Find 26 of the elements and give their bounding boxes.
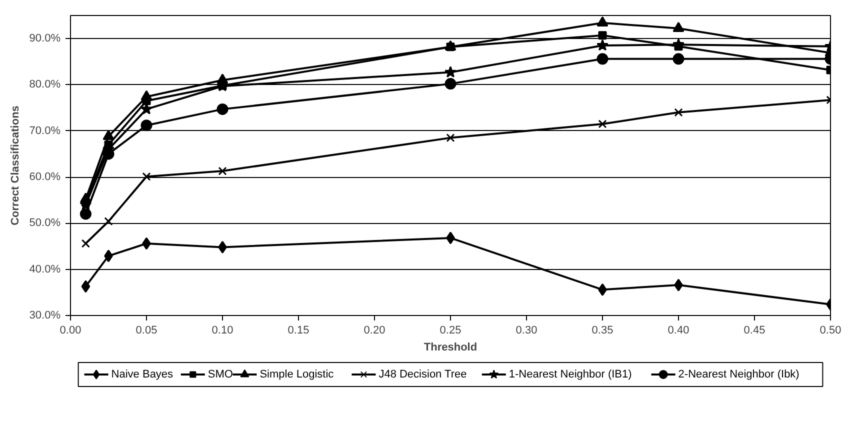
x-tick-label: 0.30 bbox=[516, 324, 538, 336]
x-tick-label: 0.35 bbox=[592, 324, 614, 336]
legend-label: Naive Bayes bbox=[111, 368, 174, 380]
x-tick-label: 0.00 bbox=[60, 324, 82, 336]
x-axis-title: Threshold bbox=[424, 342, 478, 354]
y-tick-label: 50.0% bbox=[29, 217, 61, 230]
y-tick-label: 40.0% bbox=[29, 263, 61, 276]
legend-label: 2-Nearest Neighbor (Ibk) bbox=[678, 368, 800, 380]
x-tick-label: 0.20 bbox=[364, 324, 386, 336]
x-tick-label: 0.05 bbox=[136, 324, 158, 336]
x-tick-label: 0.45 bbox=[744, 324, 766, 336]
legend-label: Simple Logistic bbox=[260, 368, 334, 380]
x-tick-label: 0.15 bbox=[288, 324, 310, 336]
x-tick-label: 0.40 bbox=[668, 324, 690, 336]
y-tick-label: 90.0% bbox=[29, 32, 61, 45]
x-tick-label: 0.10 bbox=[212, 324, 234, 336]
legend-label: J48 Decision Tree bbox=[378, 368, 467, 380]
legend-label: 1-Nearest Neighbor (IB1) bbox=[508, 368, 632, 380]
x-tick-label: 0.50 bbox=[820, 324, 842, 336]
y-tick-label: 80.0% bbox=[29, 78, 61, 91]
y-tick-label: 30.0% bbox=[29, 310, 61, 322]
y-axis-title: Correct Classifications bbox=[9, 106, 22, 226]
x-tick-label: 0.25 bbox=[440, 324, 462, 336]
y-tick-label: 70.0% bbox=[29, 124, 61, 137]
legend-label: SMO bbox=[208, 368, 234, 380]
y-tick-label: 60.0% bbox=[29, 171, 61, 184]
